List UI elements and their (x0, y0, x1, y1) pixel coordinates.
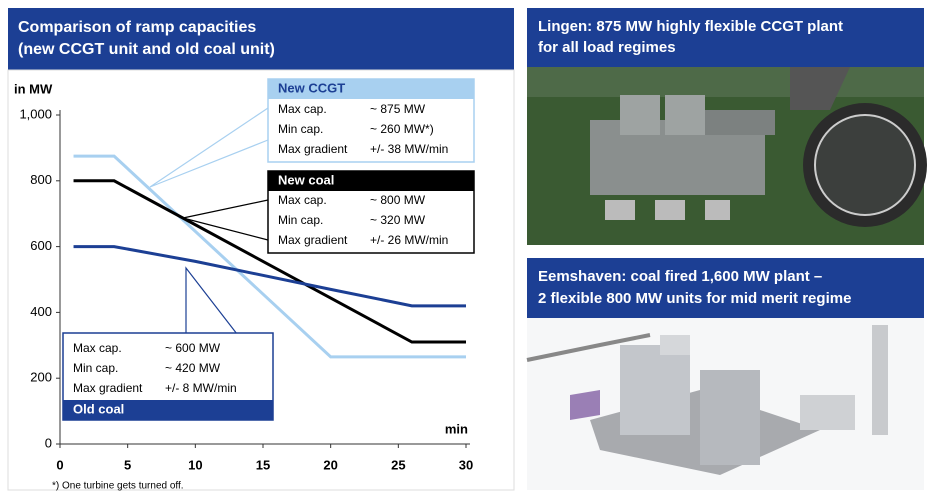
spec-label: Max cap. (73, 341, 122, 355)
spec-label: Max gradient (73, 381, 143, 395)
legend-box: New CCGT Max cap. ~ 875 MW Min cap. ~ 260 MW… (267, 78, 475, 163)
chart-header (8, 8, 514, 70)
x-tick-label: 0 (56, 457, 63, 472)
silo (660, 335, 690, 355)
photo-lingen (527, 67, 927, 245)
panel-subtitle: 2 flexible 800 MW units for mid merit re… (538, 290, 851, 307)
y-tick-label: 600 (30, 238, 52, 253)
spec-value: +/- 26 MW/min (370, 233, 448, 247)
panel-title: Lingen: 875 MW highly flexible CCGT plan… (538, 18, 843, 35)
building (705, 200, 730, 220)
spec-value: +/- 38 MW/min (370, 142, 448, 156)
building (605, 200, 635, 220)
spec-label: Max cap. (278, 102, 327, 116)
series-line (73, 245, 466, 308)
footnote: *) One turbine gets turned off. (52, 481, 184, 492)
spec-value: ~ 875 MW (370, 102, 426, 116)
y-tick-label: 1,000 (19, 106, 52, 121)
legend-label: New coal (278, 172, 334, 187)
spec-label: Max gradient (278, 233, 348, 247)
legend-swatch (63, 400, 273, 420)
chart-title: Comparison of ramp capacities (18, 19, 256, 36)
panel-subtitle: for all load regimes (538, 39, 676, 56)
series-line (73, 154, 466, 359)
spec-value: ~ 800 MW (370, 193, 426, 207)
equipment (570, 390, 600, 420)
spec-value: ~ 260 MW*) (370, 122, 434, 136)
legend-label: Old coal (73, 401, 124, 416)
connector (185, 266, 238, 335)
x-tick-label: 5 (124, 457, 131, 472)
spec-value: +/- 8 MW/min (165, 381, 237, 395)
building (665, 95, 705, 135)
y-axis-label: in MW (14, 81, 53, 96)
building (705, 110, 775, 135)
building (655, 200, 685, 220)
building (800, 395, 855, 430)
building (790, 67, 850, 110)
series-line (73, 179, 466, 344)
legend-box: Old coal Max cap. ~ 600 MW Min cap. ~ 420 MW… (62, 332, 274, 421)
spec-label: Max gradient (278, 142, 348, 156)
tower-top (814, 114, 916, 216)
connector (149, 107, 269, 188)
x-tick-label: 20 (323, 457, 337, 472)
chimney (872, 325, 888, 435)
y-tick-label: 800 (30, 172, 52, 187)
spec-value: ~ 600 MW (165, 341, 221, 355)
conveyor (526, 333, 651, 362)
building (620, 345, 690, 435)
spec-label: Min cap. (278, 213, 323, 227)
x-tick-label: 15 (256, 457, 270, 472)
spec-label: Max cap. (278, 193, 327, 207)
y-tick-label: 200 (30, 370, 52, 385)
legend-label: New CCGT (278, 80, 345, 95)
spec-value: ~ 320 MW (370, 213, 426, 227)
panel-header (527, 8, 924, 67)
legend-swatch (268, 171, 474, 191)
legend-box: New coal Max cap. ~ 800 MW Min cap. ~ 320 MW… (267, 170, 475, 254)
chart-subtitle: (new CCGT unit and old coal unit) (18, 41, 275, 58)
x-axis-label: min (445, 421, 468, 436)
legend-swatch (268, 79, 474, 99)
building (620, 95, 660, 135)
spec-label: Min cap. (73, 361, 118, 375)
x-tick-label: 25 (391, 457, 405, 472)
panel-header (527, 258, 924, 318)
y-tick-label: 400 (30, 304, 52, 319)
x-tick-label: 30 (459, 457, 473, 472)
photo-area (527, 67, 924, 97)
render-eemshaven (526, 318, 924, 490)
building (700, 370, 760, 465)
spec-value: ~ 420 MW (165, 361, 221, 375)
x-tick-label: 10 (188, 457, 202, 472)
y-tick-label: 0 (45, 435, 52, 450)
panel-title: Eemshaven: coal fired 1,600 MW plant – (538, 268, 822, 285)
spec-label: Min cap. (278, 122, 323, 136)
